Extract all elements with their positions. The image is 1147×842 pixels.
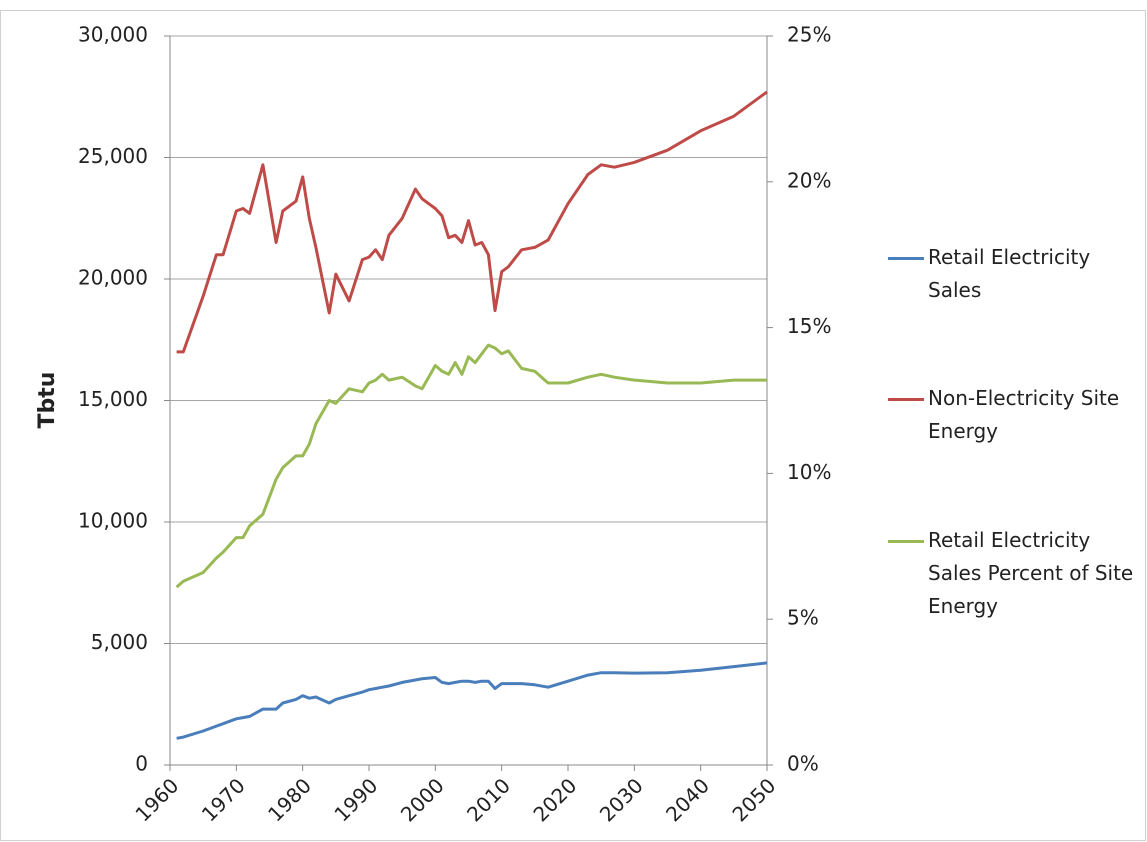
y2-tick-label: 10% xyxy=(787,460,831,484)
y2-tick-label: 20% xyxy=(787,168,831,192)
legend-item: Retail Electricity Sales Percent of Site… xyxy=(888,524,1143,623)
legend-label: Non-Electricity Site Energy xyxy=(928,386,1120,443)
legend-label: Retail Electricity Sales xyxy=(928,245,1091,302)
legend-swatch xyxy=(888,540,924,543)
y2-tick-label: 0% xyxy=(787,752,819,776)
x-tick-label: 2000 xyxy=(396,773,449,826)
x-tick-label: 2030 xyxy=(595,773,648,826)
y-tick-label: 20,000 xyxy=(78,266,148,290)
y-tick-label: 5,000 xyxy=(91,630,148,654)
legend-item: Retail Electricity Sales xyxy=(888,241,1143,307)
frame xyxy=(0,10,1146,841)
legend-label: Retail Electricity Sales Percent of Site… xyxy=(928,528,1134,618)
y2-tick-label: 15% xyxy=(787,314,831,338)
x-tick-label: 2010 xyxy=(462,773,515,826)
y2-tick-label: 25% xyxy=(787,23,831,47)
y-tick-label: 10,000 xyxy=(78,509,148,533)
x-tick-label: 1980 xyxy=(263,773,316,826)
x-tick-label: 2050 xyxy=(727,773,780,826)
y-tick-label: 25,000 xyxy=(78,144,148,168)
y2-tick-label: 5% xyxy=(787,606,819,630)
y-axis-label: Tbtu xyxy=(35,372,60,429)
x-tick-label: 1990 xyxy=(329,773,382,826)
legend-swatch xyxy=(888,398,924,401)
y-tick-label: 15,000 xyxy=(78,387,148,411)
series-line xyxy=(176,90,768,354)
y-tick-label: 30,000 xyxy=(78,23,148,47)
x-tick-label: 2040 xyxy=(661,773,714,826)
x-tick-label: 1960 xyxy=(130,773,183,826)
legend-swatch xyxy=(888,257,924,260)
series-line xyxy=(176,661,768,740)
y-tick-label: 0 xyxy=(135,752,148,776)
legend-item: Non-Electricity Site Energy xyxy=(888,382,1143,448)
x-tick-label: 2020 xyxy=(528,773,581,826)
series-line xyxy=(175,343,767,589)
x-tick-label: 1970 xyxy=(197,773,250,826)
